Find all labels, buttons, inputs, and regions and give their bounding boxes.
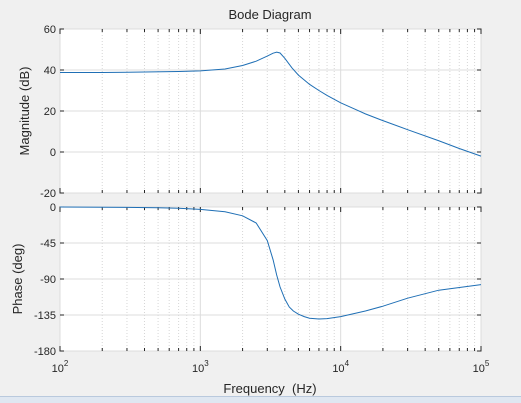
phase-series-line [59, 206, 482, 320]
phase-grid [59, 206, 482, 352]
phase-axes: -180 -135 -90 -45 0 102 103 104 105 Phase (deg)… [10, 202, 490, 396]
magnitude-y-ticks: -20 0 20 40 60 [40, 24, 481, 200]
magnitude-y-tick-label: 60 [44, 24, 56, 36]
x-tick-label: 104 [332, 359, 349, 375]
phase-y-ticks: -180 -135 -90 -45 0 [34, 202, 481, 358]
magnitude-y-label: Magnitude (dB) [17, 67, 32, 156]
phase-y-tick-label: -90 [40, 274, 56, 286]
phase-y-tick-label: -135 [34, 310, 56, 322]
phase-y-tick-label: -180 [34, 346, 56, 358]
magnitude-y-tick-label: 0 [50, 147, 56, 159]
phase-y-tick-label: 0 [50, 202, 56, 214]
x-tick-exponent: 5 [485, 359, 490, 368]
magnitude-x-ticks [59, 29, 482, 193]
window-bottom-bar [0, 396, 521, 403]
phase-y-tick-label: -45 [40, 238, 56, 250]
x-axis-label: Frequency (Hz) [223, 381, 316, 396]
magnitude-y-tick-label: 20 [44, 106, 56, 118]
magnitude-series-line [60, 51, 482, 157]
x-tick-exponent: 3 [204, 359, 209, 368]
magnitude-y-tick-label: -20 [40, 188, 56, 200]
x-tick-label: 105 [473, 359, 490, 375]
chart-title: Bode Diagram [228, 7, 311, 22]
x-tick-label: 102 [52, 359, 69, 375]
x-tick-exponent: 2 [64, 359, 69, 368]
x-tick-label: 103 [192, 359, 209, 375]
magnitude-y-tick-label: 40 [44, 65, 56, 77]
magnitude-grid [59, 28, 482, 194]
magnitude-axes: -20 0 20 40 60 Magnitude (dB) [17, 24, 482, 200]
phase-y-label: Phase (deg) [10, 244, 25, 315]
x-tick-exponent: 4 [345, 359, 350, 368]
